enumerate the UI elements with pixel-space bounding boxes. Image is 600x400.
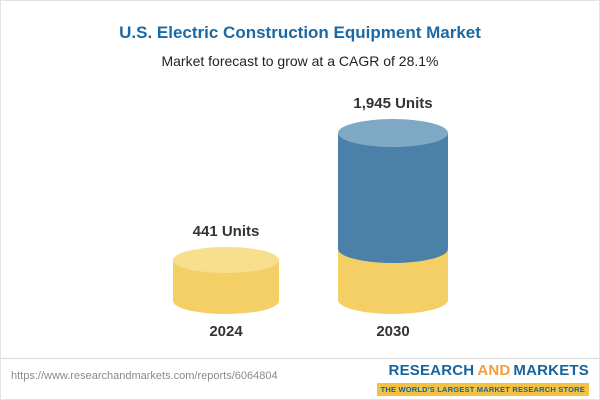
value-label-2030: 1,945 Units [353, 95, 433, 112]
logo-tagline: THE WORLD'S LARGEST MARKET RESEARCH STOR… [376, 383, 589, 396]
category-label-2024: 2024 [209, 323, 243, 340]
report-url: https://www.researchandmarkets.com/repor… [11, 370, 278, 382]
value-label-2024: 441 Units [192, 223, 260, 240]
category-label-2030: 2030 [376, 323, 410, 340]
chart-title: U.S. Electric Construction Equipment Mar… [119, 23, 481, 42]
footer-divider [1, 358, 599, 359]
bar-2024-top [173, 247, 279, 273]
logo-word-markets: MARKETS [513, 362, 589, 379]
logo-word-research: RESEARCH [388, 362, 475, 379]
bar-2030-body [338, 133, 448, 263]
chart-subtitle: Market forecast to grow at a CAGR of 28.… [161, 53, 439, 69]
research-and-markets-logo: RESEARCH AND MARKETS THE WORLD'S LARGEST M… [376, 362, 589, 397]
bar-2030-top [338, 119, 448, 147]
logo-word-and: AND [477, 362, 511, 379]
logo-text: RESEARCH AND MARKETS [377, 362, 589, 379]
